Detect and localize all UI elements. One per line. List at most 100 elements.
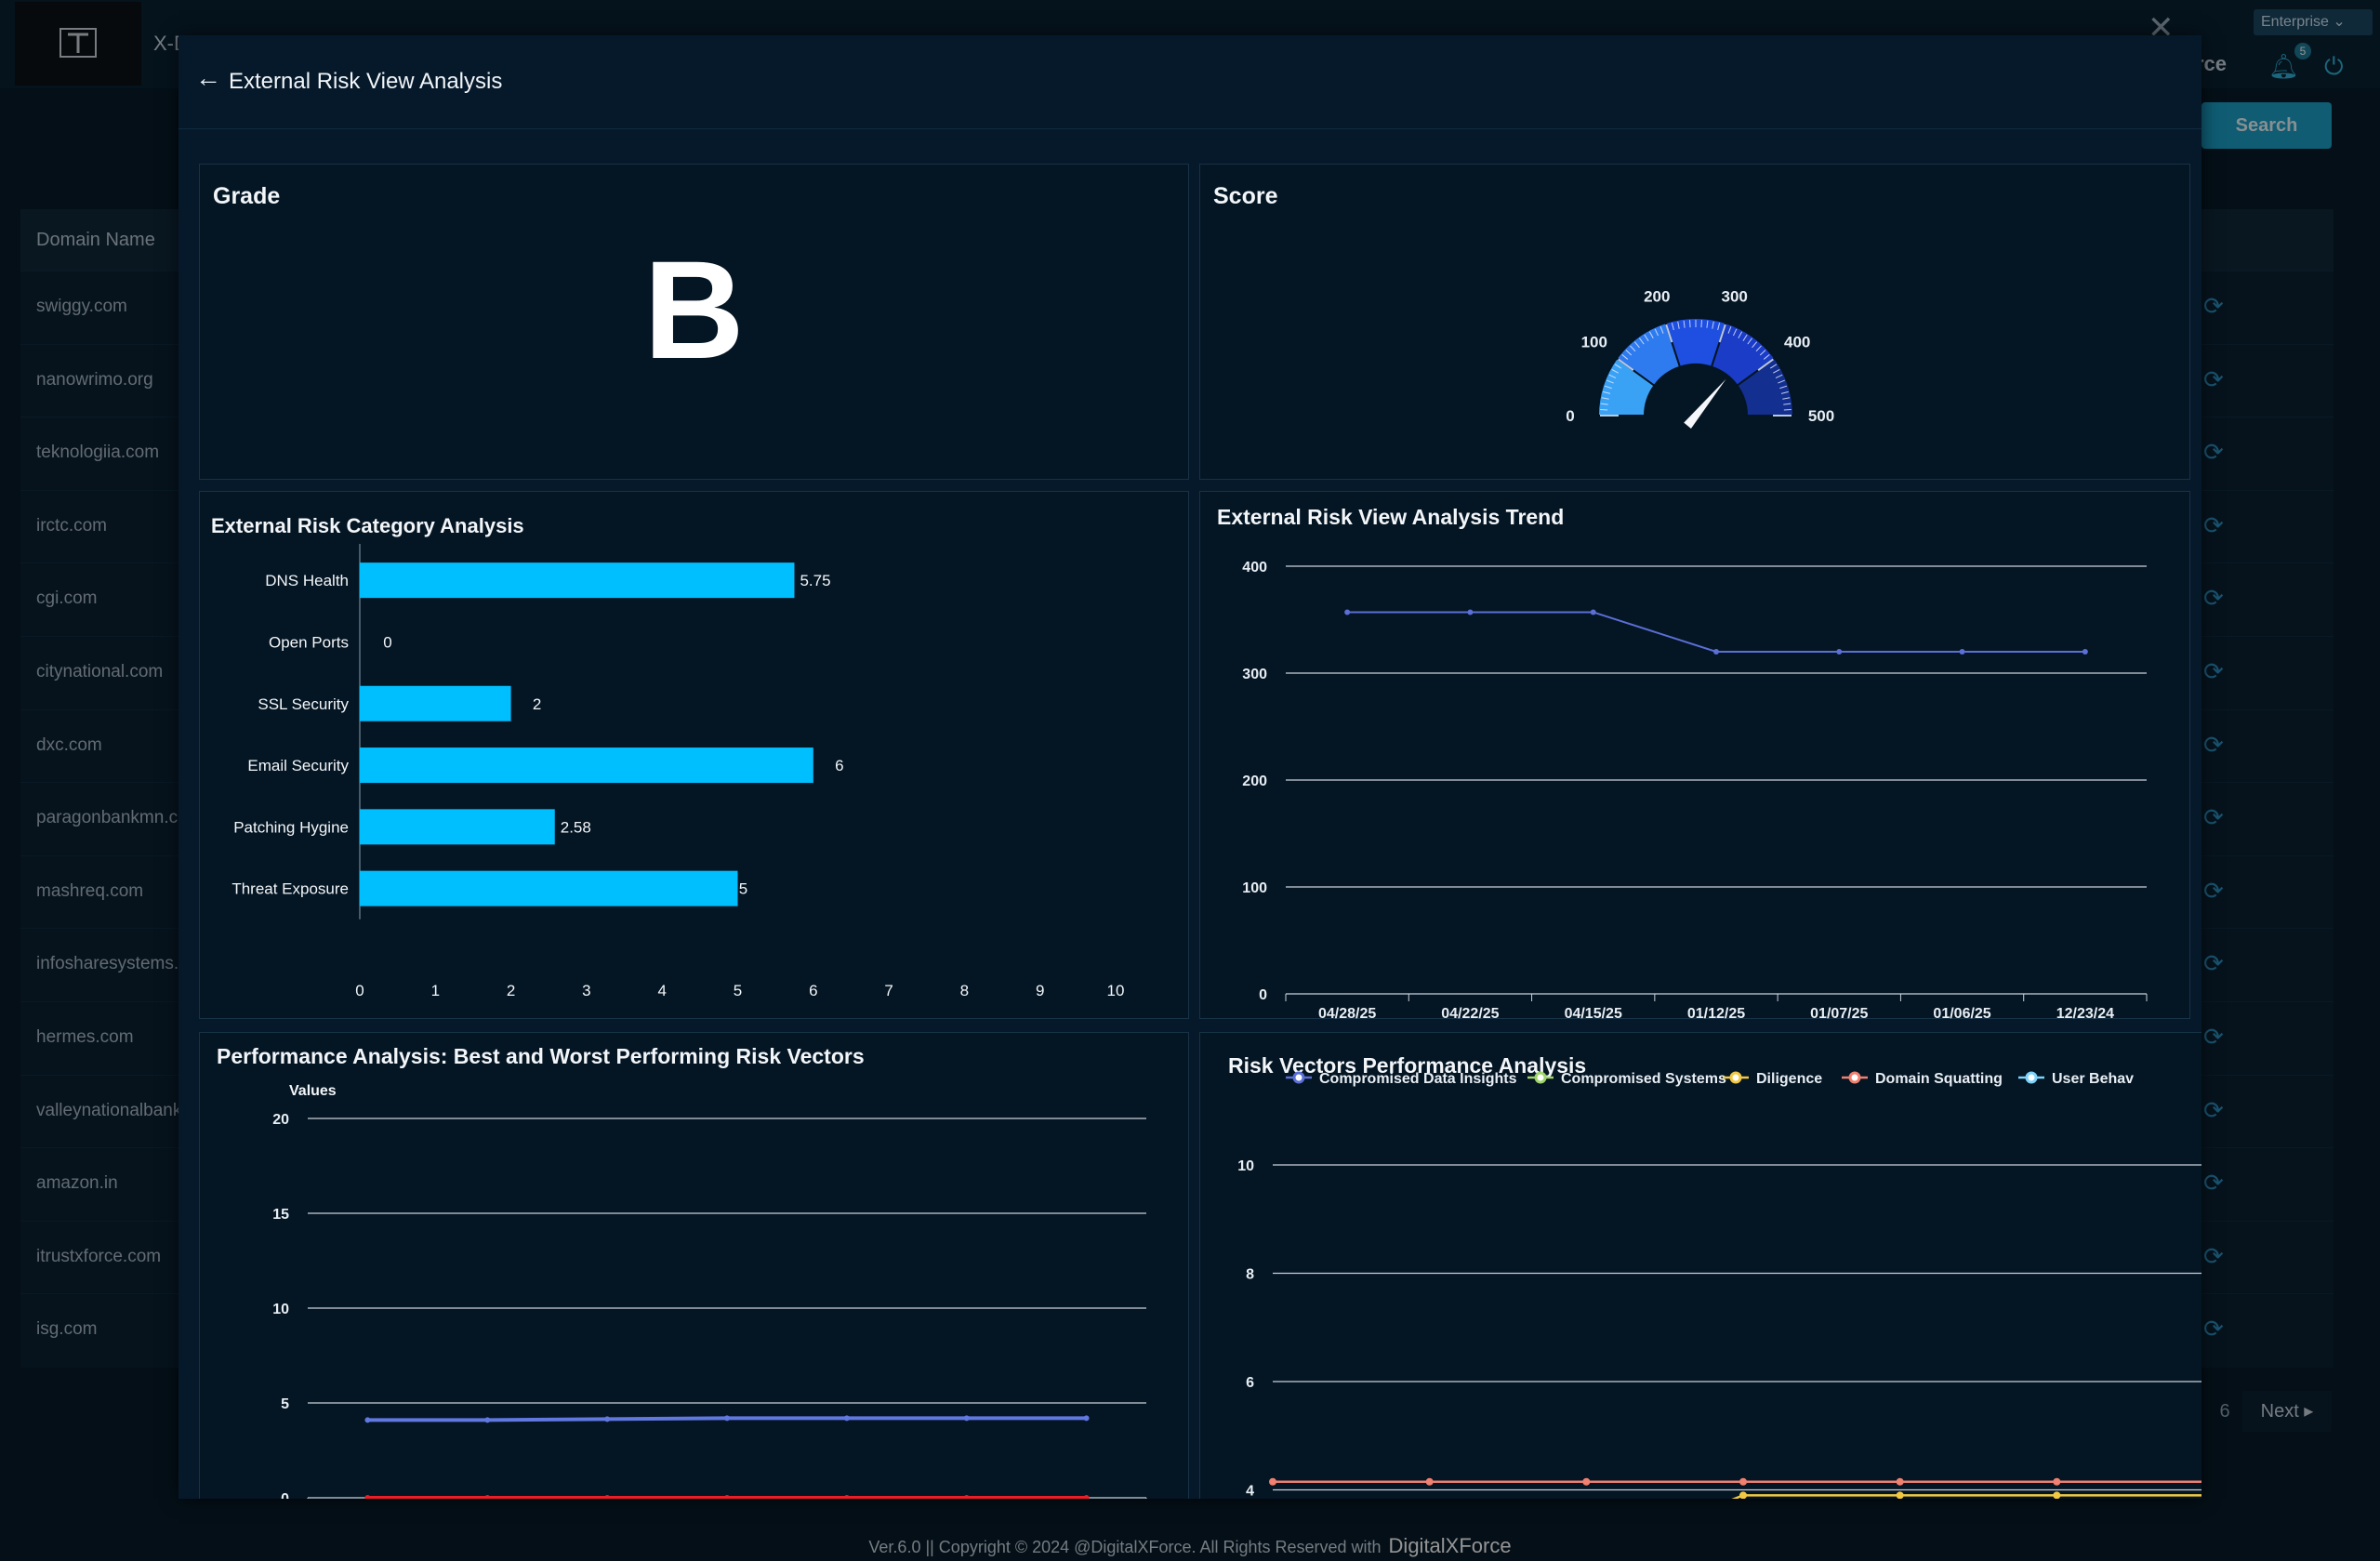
refresh-icon[interactable]: ⟳ [2203, 657, 2224, 685]
domain-name-cell[interactable]: citynational.com [36, 662, 164, 681]
gauge-tick [1755, 345, 1762, 352]
gauge-tick [1606, 379, 1614, 384]
gauge-tick [1677, 321, 1680, 329]
gauge-tick [1775, 374, 1783, 379]
gauge-tick [1600, 403, 1608, 405]
gauge-needle [1684, 378, 1726, 429]
refresh-icon[interactable]: ⟳ [2203, 876, 2224, 905]
domain-name-cell[interactable]: teknologiia.com [36, 443, 160, 463]
data-point [1582, 1477, 1591, 1486]
domain-name-cell[interactable]: infosharesystems. [36, 954, 179, 974]
next-label: Next [2260, 1401, 2299, 1422]
refresh-icon[interactable]: ⟳ [2203, 438, 2224, 467]
x-tick-label: 3 [582, 982, 590, 999]
y-tick-label: 4 [1246, 1484, 1254, 1500]
refresh-icon[interactable]: ⟳ [2203, 1241, 2224, 1270]
gauge-tick [1780, 390, 1789, 394]
next-page-button[interactable]: Next ▸ [2242, 1391, 2332, 1432]
x-tick-label: 4 [657, 982, 666, 999]
trend-title: External Risk View Analysis Trend [1217, 505, 1565, 529]
domain-name-cell[interactable]: isg.com [36, 1319, 98, 1340]
x-tick-label: 01/07/25 [1810, 1006, 1868, 1020]
column-domain-name: Domain Name [36, 230, 155, 250]
gauge-tick [1630, 345, 1636, 352]
refresh-icon[interactable]: ⟳ [2203, 1023, 2224, 1051]
y-tick-label: Open Ports [269, 633, 349, 651]
data-point [364, 1417, 371, 1423]
page-number[interactable]: 6 [2219, 1401, 2230, 1422]
domain-name-cell[interactable]: nanowrimo.org [36, 369, 153, 390]
gauge-tick [1763, 353, 1770, 360]
gauge-tick [1712, 321, 1714, 329]
grade-title: Grade [213, 183, 281, 209]
gauge-tick [1644, 334, 1649, 342]
refresh-icon[interactable]: ⟳ [2203, 1315, 2224, 1343]
domain-name-cell[interactable]: amazon.in [36, 1173, 118, 1194]
footer-brand: DigitalXForce [1388, 1534, 1512, 1557]
domain-name-cell[interactable]: itrustxforce.com [36, 1246, 162, 1266]
gauge-tick-label: 100 [1581, 334, 1607, 351]
x-tick-label: 1 [431, 982, 440, 999]
legend-label: User Behav [2052, 1071, 2134, 1087]
y-tick-label: 20 [272, 1112, 289, 1128]
domain-name-cell[interactable]: mashreq.com [36, 880, 144, 901]
y-tick-label: 6 [1246, 1375, 1254, 1391]
company-logo[interactable] [15, 2, 141, 86]
gauge-tick [1654, 328, 1659, 337]
refresh-icon[interactable]: ⟳ [2203, 730, 2224, 759]
data-point [963, 1415, 970, 1422]
y-tick-label: DNS Health [265, 572, 349, 589]
chevron-down-icon: ⌄ [2333, 14, 2346, 30]
vectors-panel: Risk Vectors Performance Analysis 4 6 8 10 C… [1199, 1032, 2202, 1499]
refresh-icon[interactable]: ⟳ [2203, 510, 2224, 539]
data-label: 0 [383, 633, 391, 651]
back-arrow-icon[interactable]: ← [195, 63, 221, 92]
refresh-icon[interactable]: ⟳ [2203, 803, 2224, 832]
notification-badge: 5 [2294, 43, 2311, 60]
power-icon[interactable]: ⏻ [2324, 52, 2344, 80]
refresh-icon[interactable]: ⟳ [2203, 1169, 2224, 1197]
gauge-tick [1778, 379, 1785, 384]
gauge-tick [1779, 385, 1788, 390]
data-point [724, 1495, 730, 1499]
score-panel: Score 0 100 200 300 400 500 [1199, 164, 2190, 480]
data-point [2053, 1477, 2061, 1486]
gauge-tick [1700, 320, 1702, 328]
refresh-icon[interactable]: ⟳ [2203, 584, 2224, 613]
refresh-icon[interactable]: ⟳ [2203, 292, 2224, 320]
domain-name-cell[interactable]: swiggy.com [36, 297, 127, 316]
y-tick-label: 10 [1237, 1158, 1254, 1174]
legend-label: Diligence [1756, 1071, 1822, 1087]
vectors-title: Risk Vectors Performance Analysis [1228, 1053, 1587, 1078]
gauge-tick [1633, 341, 1640, 349]
data-point [724, 1415, 730, 1422]
refresh-icon[interactable]: ⟳ [2203, 949, 2224, 978]
domain-name-cell[interactable]: hermes.com [36, 1027, 134, 1047]
gauge-tick [1614, 364, 1622, 369]
footer: Ver.6.0 || Copyright © 2024 @DigitalXFor… [0, 1534, 2380, 1561]
gauge-tick [1689, 320, 1691, 328]
legend-marker [2025, 1071, 2038, 1084]
gauge-tick [1732, 328, 1738, 337]
modal-title: External Risk View Analysis [229, 69, 503, 94]
data-point [2082, 649, 2088, 655]
domain-name-cell[interactable]: irctc.com [36, 515, 107, 536]
domain-name-cell[interactable]: valleynationalbank [36, 1100, 182, 1120]
bell-icon[interactable]: 🔔︎ [2268, 52, 2300, 80]
bar [360, 685, 511, 721]
domain-name-cell[interactable]: cgi.com [36, 589, 98, 609]
x-tick-label: 5 [734, 982, 742, 999]
modal-header: ← External Risk View Analysis [178, 35, 2202, 129]
y-tick-label: Patching Hygine [233, 818, 349, 836]
gauge-tick [1683, 320, 1686, 328]
domain-name-cell[interactable]: dxc.com [36, 734, 102, 755]
plan-select[interactable]: Enterprise ⌄ [2254, 9, 2373, 35]
gauge-tick [1783, 403, 1792, 405]
y-tick-label: 0 [1259, 987, 1267, 1003]
domain-name-cell[interactable]: paragonbankmn.c [36, 808, 178, 828]
refresh-icon[interactable]: ⟳ [2203, 1095, 2224, 1124]
trend-panel: External Risk View Analysis Trend 0 100 20… [1199, 491, 2190, 1020]
legend-label: Domain Squatting [1875, 1071, 2003, 1087]
search-button[interactable]: Search [2202, 102, 2332, 149]
refresh-icon[interactable]: ⟳ [2203, 364, 2224, 393]
